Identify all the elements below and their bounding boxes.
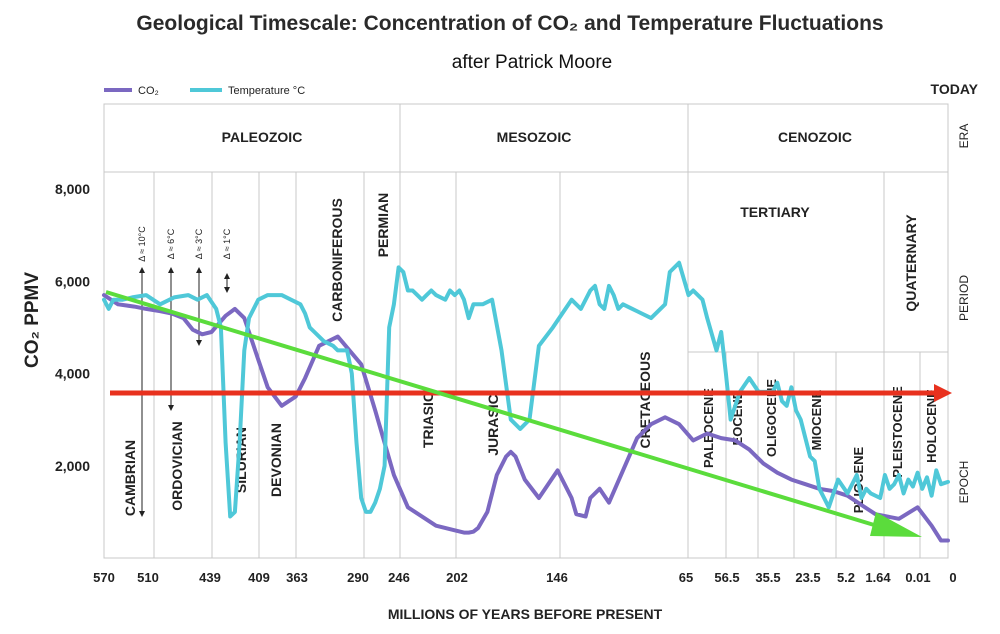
x-tick-label: 439 [199,570,221,585]
x-tick-label: 5.2 [837,570,855,585]
delta-arrowhead-down [196,340,202,346]
delta-label: Δ ≈ 1°C [222,228,232,259]
period-label: TRIASIC [420,392,436,448]
x-ticks: 570 510 439 409 363 290 246 202 146 65 56.5 35.5 23.… [93,570,956,585]
y-tick-label: 6,000 [55,273,90,289]
delta-arrowhead-up [168,267,174,273]
chart-subtitle: after Patrick Moore [452,52,613,73]
today-label: TODAY [931,81,979,97]
trend-arrowhead [870,512,922,537]
delta-label: Δ ≈ 6°C [166,228,176,259]
legend: CO₂ Temperature °C [104,85,305,97]
y-tick-label: 4,000 [55,366,90,382]
x-tick-label: 65 [679,570,693,585]
chart-title: Geological Timescale: Concentration of C… [136,12,883,35]
legend-temperature-label: Temperature °C [228,85,305,97]
era-label: MESOZOIC [497,129,572,145]
trend-line [105,290,885,530]
epoch-label: OLIGOCENE [764,379,779,457]
epoch-label: PLEISTOCENE [890,386,905,478]
x-tick-label: 1.64 [865,570,891,585]
x-tick-label: 146 [546,570,568,585]
y-axis-label: CO₂ PPMV [22,272,43,368]
period-label: DEVONIAN [268,423,284,497]
delta-arrowhead-up [224,273,230,279]
era-label: PALEOZOIC [222,129,303,145]
legend-co2-label: CO₂ [138,85,159,97]
delta-label: Δ ≈ 10°C [137,226,147,262]
x-tick-label: 56.5 [714,570,739,585]
plot-frame [103,103,949,559]
reference-arrowhead [934,384,952,402]
period-label: CAMBRIAN [122,440,138,516]
x-axis-label: MILLIONS OF YEARS BEFORE PRESENT [388,606,663,622]
x-tick-label: 23.5 [795,570,820,585]
delta-arrowhead-down [224,287,230,293]
delta-label: Δ ≈ 3°C [194,228,204,259]
delta-arrowhead-down [139,511,145,517]
x-tick-label: 202 [446,570,468,585]
grid [103,103,949,559]
delta-arrowhead-down [168,405,174,411]
side-label-era: ERA [957,124,971,149]
x-tick-label: 409 [248,570,270,585]
epoch-label: HOLOCENE [924,389,939,463]
period-label: PERMIAN [375,193,391,258]
x-tick-label: 290 [347,570,369,585]
period-label: CARBONIFEROUS [329,198,345,322]
reference-arrow [110,384,952,402]
x-tick-label: 510 [137,570,159,585]
side-label-period: PERIOD [957,275,971,321]
x-tick-label: 0.01 [905,570,930,585]
x-tick-label: 0 [949,570,956,585]
period-label: ORDOVICIAN [169,421,185,510]
y-tick-label: 2,000 [55,458,90,474]
y-tick-label: 8,000 [55,181,90,197]
period-label: JURASIC [485,394,501,455]
x-tick-label: 363 [286,570,308,585]
period-label: QUATERNARY [903,214,919,312]
trend-arrow [105,290,922,537]
x-tick-label: 35.5 [755,570,780,585]
epoch-label: MIOCENE [809,389,824,450]
era-label: CENOZOIC [778,129,852,145]
x-tick-label: 246 [388,570,410,585]
epoch-label: PALEOCENE [701,388,716,468]
x-tick-label: 570 [93,570,115,585]
delta-arrowhead-up [139,267,145,273]
side-label-epoch: EPOCH [957,461,971,504]
period-label: TERTIARY [740,204,810,220]
delta-arrowhead-up [196,267,202,273]
y-ticks: 2,000 4,000 6,000 8,000 [55,181,90,474]
co2-series-line [102,293,950,543]
